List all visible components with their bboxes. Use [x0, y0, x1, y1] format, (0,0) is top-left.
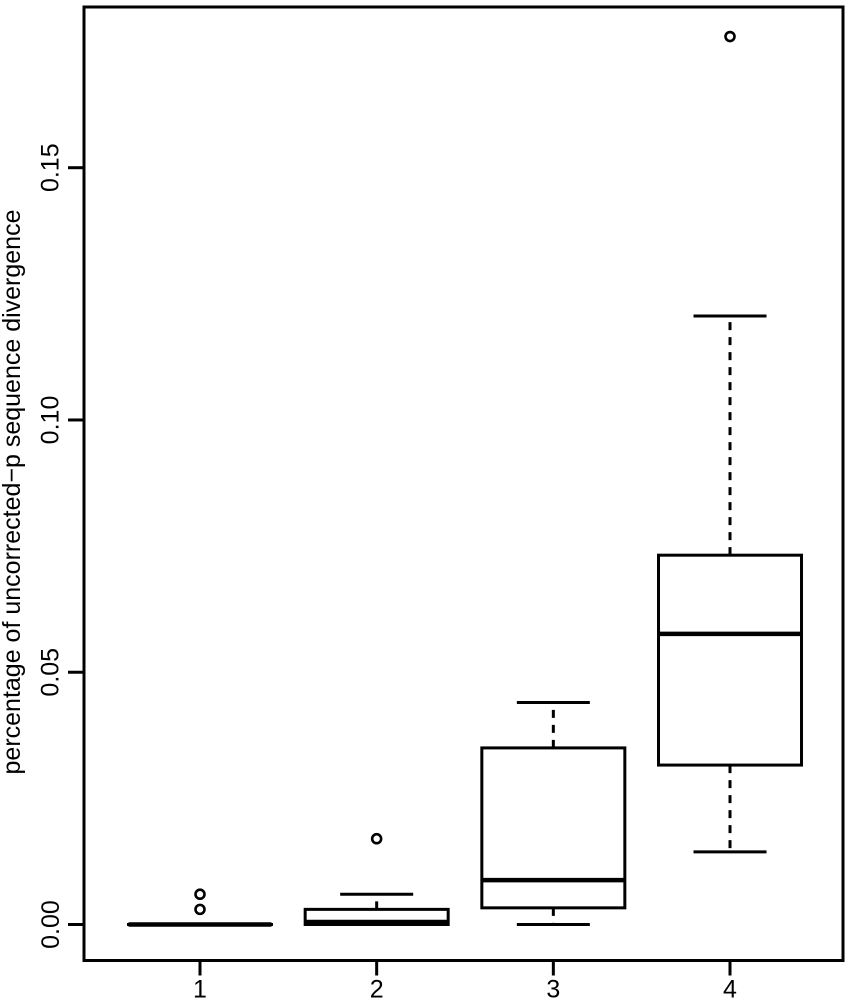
plot-border: [82, 5, 845, 962]
y-tick-label: 0.15: [37, 143, 65, 192]
x-tick-label: 1: [193, 976, 207, 1000]
y-tick-label: 0.10: [37, 396, 65, 445]
x-tick-label: 4: [723, 976, 737, 1000]
iqr-box: [480, 746, 627, 910]
y-axis-label: percentage of uncorrected−p sequence div…: [0, 210, 26, 775]
outlier-point: [194, 903, 206, 916]
outlier-point: [194, 888, 206, 901]
outlier-point: [724, 30, 736, 43]
x-tick-label: 2: [370, 976, 384, 1000]
outlier-point: [370, 832, 383, 845]
iqr-box: [657, 553, 804, 767]
x-tick-label: 3: [546, 976, 560, 1000]
y-tick-label: 0.00: [37, 900, 65, 949]
plot-area: 0.00 0.05 0.10 0.15 1 2 3 4: [37, 5, 845, 1000]
y-tick-label: 0.05: [37, 648, 65, 697]
